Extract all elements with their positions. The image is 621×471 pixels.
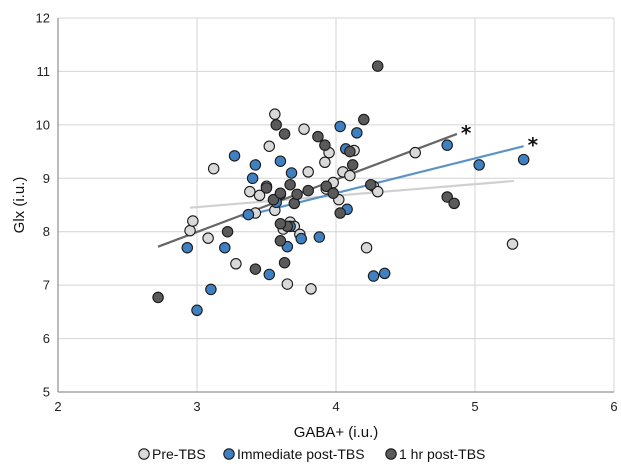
significance-marker: * bbox=[461, 121, 472, 145]
data-point bbox=[506, 238, 519, 250]
data-point bbox=[305, 283, 317, 295]
data-point bbox=[191, 304, 203, 317]
data-point bbox=[302, 184, 314, 197]
data-point bbox=[344, 169, 356, 182]
data-point bbox=[181, 241, 194, 254]
legend-label: Pre-TBS bbox=[152, 446, 206, 462]
data-point bbox=[371, 185, 384, 198]
data-point bbox=[246, 172, 259, 185]
data-point bbox=[219, 241, 231, 254]
data-point bbox=[207, 162, 220, 175]
legend-marker bbox=[385, 448, 397, 460]
data-point bbox=[274, 217, 287, 230]
y-tick-label: 12 bbox=[36, 11, 50, 26]
y-axis-title: Glx (i.u.) bbox=[11, 177, 28, 234]
data-point bbox=[320, 180, 333, 193]
data-point bbox=[319, 139, 331, 151]
data-point bbox=[344, 145, 356, 158]
data-point bbox=[230, 258, 242, 270]
data-point bbox=[205, 283, 217, 296]
data-point bbox=[360, 241, 373, 254]
data-point bbox=[364, 178, 377, 191]
trendline bbox=[241, 145, 524, 218]
legend: Pre-TBS Immediate post-TBS 1 hr post-TBS bbox=[138, 446, 485, 462]
data-point bbox=[378, 267, 391, 280]
data-point bbox=[267, 193, 280, 206]
x-tick-label: 2 bbox=[54, 399, 61, 414]
data-points bbox=[152, 60, 530, 317]
data-point bbox=[221, 225, 234, 238]
data-point bbox=[244, 185, 256, 198]
data-point bbox=[263, 268, 276, 281]
data-point bbox=[274, 155, 287, 167]
legend-marker bbox=[223, 448, 235, 460]
data-point bbox=[152, 291, 164, 304]
data-point bbox=[260, 182, 273, 194]
data-point bbox=[517, 153, 530, 166]
legend-marker bbox=[138, 448, 150, 460]
grid bbox=[58, 17, 615, 392]
data-point bbox=[187, 215, 199, 227]
data-point bbox=[281, 278, 294, 290]
data-point bbox=[263, 140, 276, 152]
y-tick-label: 9 bbox=[43, 171, 50, 186]
significance-marker: * bbox=[528, 133, 539, 157]
data-point bbox=[367, 270, 380, 282]
data-point bbox=[278, 128, 291, 140]
data-point bbox=[334, 207, 346, 219]
data-point bbox=[346, 159, 359, 171]
data-point bbox=[409, 146, 421, 159]
data-point bbox=[298, 123, 310, 135]
y-tick-label: 11 bbox=[37, 64, 51, 79]
data-point bbox=[473, 159, 485, 171]
data-point bbox=[278, 256, 291, 269]
data-point bbox=[441, 191, 453, 203]
data-point bbox=[302, 166, 314, 178]
data-point bbox=[284, 178, 296, 191]
data-point bbox=[291, 188, 303, 201]
data-point bbox=[270, 119, 282, 131]
data-point bbox=[274, 235, 287, 247]
y-tick-label: 6 bbox=[43, 331, 50, 346]
y-tick-label: 7 bbox=[43, 278, 50, 293]
legend-label: 1 hr post-TBS bbox=[399, 446, 485, 462]
data-point bbox=[371, 60, 384, 72]
x-tick-label: 6 bbox=[610, 399, 617, 414]
data-point bbox=[319, 156, 331, 169]
x-tick-label: 4 bbox=[332, 399, 339, 414]
data-point bbox=[249, 263, 262, 275]
trendline bbox=[189, 179, 515, 209]
data-point bbox=[228, 150, 241, 162]
y-tick-label: 8 bbox=[43, 224, 50, 239]
data-point bbox=[269, 108, 281, 120]
data-point bbox=[313, 231, 326, 243]
data-point bbox=[351, 127, 363, 139]
annotations: ** bbox=[461, 121, 539, 157]
data-point bbox=[285, 167, 298, 179]
legend-label: Immediate post-TBS bbox=[237, 446, 365, 462]
data-point bbox=[312, 130, 324, 143]
data-point bbox=[242, 208, 255, 221]
data-point bbox=[202, 232, 214, 244]
data-point bbox=[448, 197, 460, 210]
x-axis-title: GABA+ (i.u.) bbox=[294, 424, 379, 441]
data-point bbox=[334, 120, 346, 133]
data-point bbox=[253, 189, 266, 202]
data-point bbox=[249, 159, 262, 171]
y-tick-label: 10 bbox=[36, 117, 50, 132]
data-point bbox=[274, 187, 287, 199]
x-tick-label: 3 bbox=[193, 399, 200, 414]
x-tick-label: 5 bbox=[471, 399, 478, 414]
data-point bbox=[184, 224, 196, 237]
data-point bbox=[295, 232, 307, 245]
axes: 2 3 4 5 6 5 6 7 8 9 10 11 12 bbox=[36, 11, 618, 415]
data-point bbox=[327, 187, 339, 199]
y-tick-label: 5 bbox=[43, 385, 50, 400]
data-point bbox=[358, 113, 370, 126]
data-point bbox=[441, 139, 453, 151]
